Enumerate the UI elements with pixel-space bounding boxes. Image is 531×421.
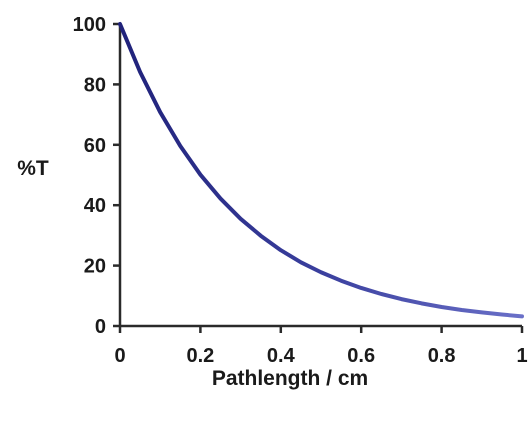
y-tick-label: 0	[95, 316, 106, 338]
x-tick-label: 0.4	[267, 345, 296, 367]
x-axis-title: Pathlength / cm	[212, 367, 368, 390]
y-tick-label: 100	[73, 14, 106, 36]
y-axis-ticks: 0 20 40 60 80 100	[73, 14, 120, 338]
y-tick-label: 20	[84, 256, 106, 278]
x-tick-label: 1	[516, 345, 527, 367]
y-axis-title: %T	[17, 157, 49, 180]
x-tick-label: 0.6	[347, 345, 375, 367]
y-tick-label: 80	[84, 74, 106, 96]
series-group	[118, 22, 524, 319]
x-tick-label: 0.8	[428, 345, 456, 367]
x-axis-ticks: 0 0.2 0.4 0.6 0.8 1	[114, 326, 528, 367]
x-tick-label: 0	[114, 345, 125, 367]
series-line	[118, 22, 524, 319]
y-tick-label: 40	[84, 195, 106, 217]
axes	[118, 24, 522, 328]
x-tick-label: 0.2	[186, 345, 214, 367]
y-tick-label: 60	[84, 135, 106, 157]
